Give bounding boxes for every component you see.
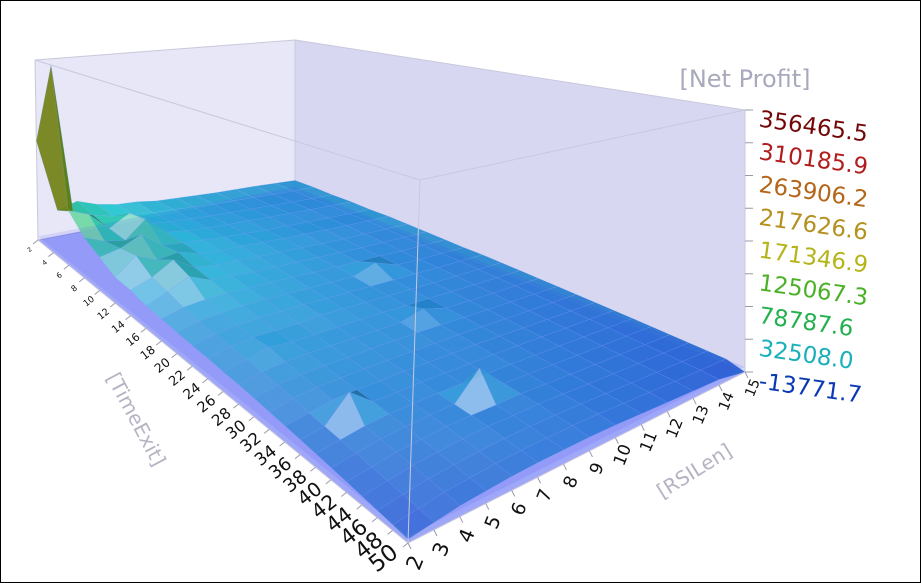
- x-tick-label: 6: [55, 270, 64, 280]
- box-edge: [34, 59, 421, 181]
- y-tick-label: 14: [716, 390, 738, 413]
- y-tick: [537, 477, 542, 484]
- y-tick: [666, 411, 671, 418]
- x-tick: [156, 340, 162, 346]
- y-tick: [718, 384, 723, 392]
- z-axis-label: [Net Profit]: [679, 65, 810, 93]
- x-tick: [233, 403, 239, 409]
- y-tick: [692, 398, 697, 405]
- x-tick: [78, 277, 85, 283]
- x-tick-label: 4: [41, 258, 49, 267]
- y-tick: [485, 503, 490, 510]
- y-tick-label: 13: [689, 402, 713, 427]
- box-edge: [407, 179, 421, 544]
- x-tick: [294, 454, 301, 460]
- surface-cell: [623, 392, 668, 414]
- surface-cell: [392, 508, 435, 540]
- surface-cell: [495, 450, 539, 477]
- x-tick: [125, 315, 131, 321]
- x-tick: [48, 252, 54, 258]
- x-tick: [63, 264, 70, 270]
- surface-cell: [597, 402, 642, 426]
- x-tick: [279, 441, 285, 447]
- x-tick-label: 8: [69, 283, 79, 294]
- surface: [36, 64, 746, 540]
- box-edge: [419, 109, 746, 181]
- x-tick: [171, 353, 178, 359]
- y-tick: [614, 437, 619, 444]
- y-tick: [433, 529, 438, 537]
- x-tick: [94, 290, 100, 295]
- box-edge: [407, 371, 746, 544]
- surface-cell: [546, 425, 591, 451]
- x-tick: [263, 428, 270, 434]
- y-tick-label: 15: [742, 377, 764, 400]
- y-tick: [640, 424, 645, 431]
- x-tick: [325, 479, 332, 485]
- x-tick: [371, 517, 378, 523]
- x-tick: [341, 492, 347, 497]
- x-tick: [32, 239, 39, 245]
- y-tick: [407, 542, 412, 550]
- y-tick: [744, 371, 749, 379]
- x-tick: [310, 466, 316, 472]
- x-tick: [186, 365, 193, 371]
- x-tick: [356, 504, 363, 510]
- plate: [37, 187, 745, 536]
- x-tick-label: 2: [26, 246, 33, 254]
- x-tick: [248, 416, 255, 422]
- x-tick: [217, 391, 224, 396]
- x-tick: [109, 302, 116, 308]
- surface-cell: [648, 381, 694, 403]
- surface-cell: [571, 413, 617, 438]
- x-tick: [387, 529, 393, 535]
- y-tick: [589, 450, 593, 458]
- y-tick: [511, 490, 516, 497]
- x-tick: [140, 327, 147, 333]
- x-tick: [402, 542, 409, 548]
- y-tick: [563, 463, 567, 471]
- y-tick: [459, 516, 464, 523]
- x-tick: [202, 378, 208, 384]
